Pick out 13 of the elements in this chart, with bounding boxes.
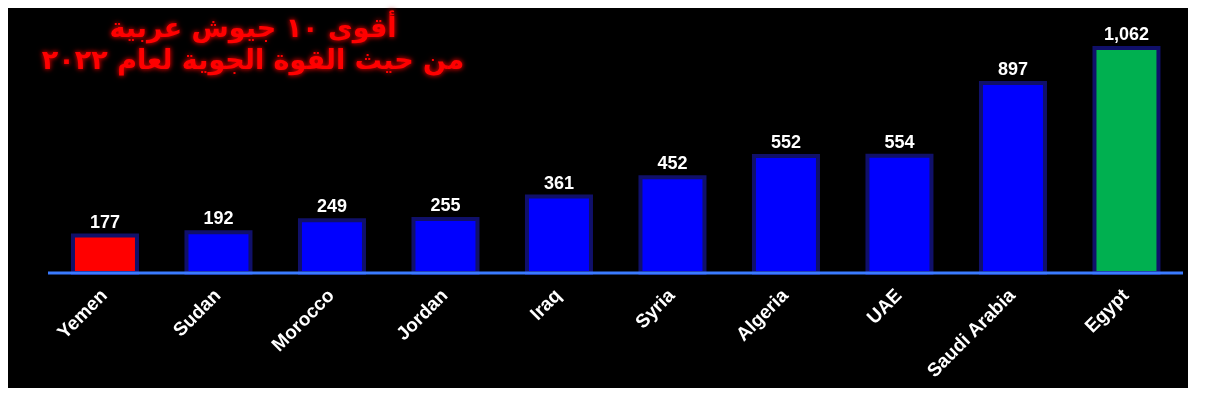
data-label: 1,062 [1103, 24, 1149, 44]
data-label: 192 [203, 208, 234, 229]
data-label: 177 [89, 211, 120, 232]
data-label: 361 [543, 172, 574, 193]
data-label: 249 [316, 196, 347, 217]
data-label: 897 [997, 58, 1028, 79]
chart-title: أقوى ١٠ جيوش عربية [108, 12, 398, 44]
x-tick-label: Iraq [525, 284, 566, 325]
data-label: 255 [430, 194, 461, 215]
data-label: 554 [884, 131, 915, 152]
chart-subtitle: من حيث القوة الجوية لعام ٢٠٢٢ [40, 44, 466, 76]
data-label: 552 [770, 132, 801, 153]
data-label: 452 [657, 153, 688, 174]
